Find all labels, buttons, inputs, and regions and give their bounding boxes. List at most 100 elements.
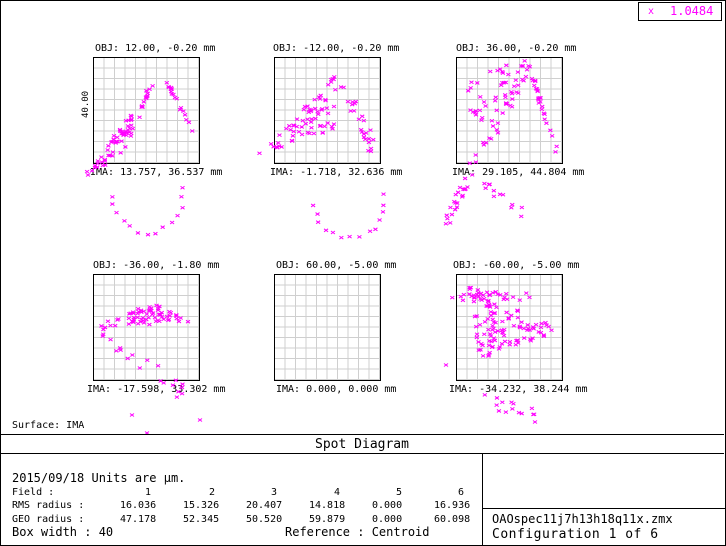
spot-point-3 bbox=[473, 153, 478, 157]
spot-point-6 bbox=[480, 353, 486, 358]
spot-point-6 bbox=[544, 323, 549, 328]
spot-point-3 bbox=[489, 118, 495, 123]
spot-point-4 bbox=[155, 306, 161, 311]
spot-point-3 bbox=[483, 186, 488, 191]
spot-point-3 bbox=[494, 108, 500, 113]
spot-point-3 bbox=[473, 112, 479, 117]
spot-point-2 bbox=[325, 111, 331, 116]
spot-point-2 bbox=[380, 210, 386, 214]
spot-point-6 bbox=[503, 410, 509, 415]
obj-label-1: OBJ: 12.00, -0.20 mm bbox=[95, 43, 216, 54]
spot-point-2 bbox=[313, 116, 318, 121]
spot-point-6 bbox=[501, 333, 507, 338]
ima-label-5: IMA: 0.000, 0.000 mm bbox=[276, 384, 397, 395]
spot-point-1 bbox=[122, 218, 127, 223]
spot-point-6 bbox=[476, 348, 482, 353]
spot-point-1 bbox=[130, 126, 136, 131]
spot-point-4 bbox=[147, 322, 152, 327]
spot-point-6 bbox=[525, 326, 531, 331]
field-col-1: 1 bbox=[145, 487, 152, 498]
spot-point-3 bbox=[549, 133, 555, 138]
spot-point-1 bbox=[108, 140, 114, 144]
spot-point-3 bbox=[503, 95, 508, 100]
spot-point-1 bbox=[129, 123, 134, 128]
spot-point-4 bbox=[99, 324, 104, 328]
geo-col-6: 60.098 bbox=[434, 514, 471, 525]
spot-point-2 bbox=[325, 121, 330, 125]
spot-point-3 bbox=[467, 161, 473, 166]
spot-point-1 bbox=[172, 95, 178, 100]
spot-point-2 bbox=[291, 123, 296, 128]
spot-point-1 bbox=[179, 194, 184, 199]
spot-point-6 bbox=[519, 411, 525, 416]
spot-point-2 bbox=[315, 220, 321, 225]
spot-point-2 bbox=[370, 137, 376, 142]
spot-point-6 bbox=[521, 326, 527, 331]
spot-point-3 bbox=[513, 78, 519, 83]
spot-point-4 bbox=[158, 379, 163, 383]
spot-point-1 bbox=[99, 155, 104, 160]
spot-point-1 bbox=[145, 232, 151, 237]
spot-point-6 bbox=[494, 305, 499, 310]
spot-point-3 bbox=[465, 185, 470, 189]
spot-point-3 bbox=[477, 95, 483, 99]
obj-label-3: OBJ: 36.00, -0.20 mm bbox=[456, 43, 577, 54]
spot-point-4 bbox=[125, 356, 130, 361]
spot-point-6 bbox=[517, 324, 523, 329]
spot-point-6 bbox=[479, 341, 484, 346]
ima-label-3: IMA: 29.105, 44.804 mm bbox=[452, 167, 585, 178]
spot-point-6 bbox=[500, 400, 505, 405]
spot-point-2 bbox=[299, 125, 305, 129]
spot-point-6 bbox=[493, 289, 499, 294]
spot-point-6 bbox=[472, 295, 478, 300]
spot-point-4 bbox=[155, 363, 161, 368]
spot-point-4 bbox=[135, 306, 141, 311]
spot-point-3 bbox=[514, 90, 519, 95]
spot-cell-4 bbox=[93, 274, 200, 381]
spot-point-6 bbox=[484, 304, 489, 308]
spot-point-4 bbox=[129, 413, 135, 417]
spot-point-4 bbox=[174, 313, 179, 317]
spot-point-2 bbox=[339, 235, 344, 240]
file-divider bbox=[482, 508, 725, 509]
spot-point-1 bbox=[110, 150, 116, 155]
spot-point-3 bbox=[519, 205, 525, 210]
spot-point-2 bbox=[377, 218, 382, 222]
spot-point-1 bbox=[137, 115, 142, 120]
spot-point-1 bbox=[114, 210, 119, 215]
spot-point-4 bbox=[180, 382, 185, 387]
ima-label-2: IMA: -1.718, 32.636 mm bbox=[270, 167, 403, 178]
spot-point-2 bbox=[290, 133, 296, 138]
spot-point-2 bbox=[274, 145, 280, 149]
spot-point-3 bbox=[469, 80, 474, 85]
spot-point-3 bbox=[487, 69, 493, 74]
spot-point-6 bbox=[543, 320, 548, 325]
spot-point-2 bbox=[323, 228, 329, 233]
spot-point-1 bbox=[85, 173, 91, 177]
spot-point-3 bbox=[449, 212, 455, 217]
spot-point-1 bbox=[94, 165, 100, 170]
spot-point-1 bbox=[129, 114, 134, 119]
spot-point-2 bbox=[323, 98, 328, 103]
spot-point-4 bbox=[135, 321, 141, 326]
spot-point-2 bbox=[358, 127, 364, 132]
spot-point-6 bbox=[517, 325, 523, 330]
spot-point-1 bbox=[141, 99, 147, 104]
spot-point-4 bbox=[167, 309, 172, 314]
spot-point-3 bbox=[447, 220, 453, 225]
spot-point-6 bbox=[501, 297, 507, 302]
spot-point-3 bbox=[465, 88, 471, 93]
spot-point-2 bbox=[277, 133, 282, 137]
spot-point-4 bbox=[167, 313, 173, 318]
spot-point-6 bbox=[536, 330, 542, 334]
spot-point-3 bbox=[501, 80, 507, 85]
spot-point-4 bbox=[176, 319, 182, 324]
spot-point-4 bbox=[153, 319, 159, 324]
spot-point-4 bbox=[140, 318, 146, 323]
spot-point-2 bbox=[356, 117, 362, 122]
spot-point-6 bbox=[533, 322, 539, 327]
spot-point-6 bbox=[499, 328, 505, 333]
spot-point-2 bbox=[320, 130, 326, 135]
spot-point-6 bbox=[489, 339, 494, 344]
spot-cell-5 bbox=[274, 274, 381, 381]
